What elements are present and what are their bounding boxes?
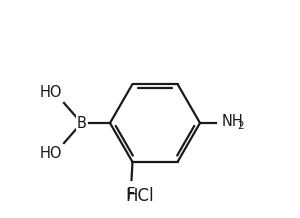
Text: HO: HO [40,146,62,161]
Text: HO: HO [40,85,62,100]
Text: 2: 2 [237,121,244,131]
Text: HCl: HCl [126,187,154,205]
Text: B: B [77,116,87,131]
Text: NH: NH [222,114,244,129]
Text: F: F [126,187,135,202]
